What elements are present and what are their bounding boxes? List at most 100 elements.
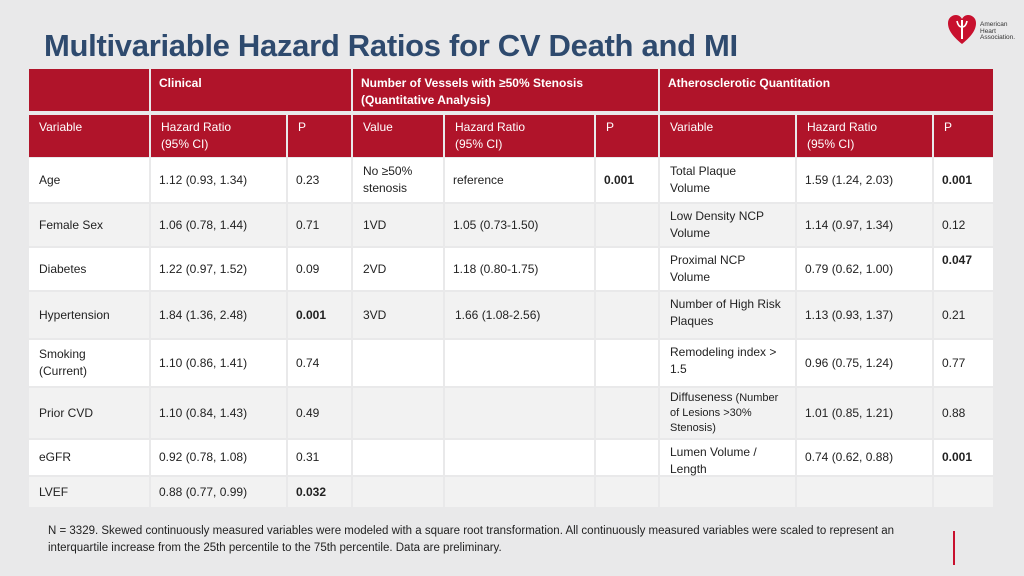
athero-p: 0.88 — [934, 388, 993, 438]
cell-text: 0.31 — [296, 450, 320, 464]
cell-text: Stenosis) — [670, 422, 716, 434]
cell-text: Length — [670, 462, 707, 476]
clinical-hr: 0.92 (0.78, 1.08) — [151, 440, 286, 475]
empty-cell — [445, 388, 594, 438]
athero-hr: 1.14 (0.97, 1.34) — [797, 204, 932, 246]
col-label: P — [298, 120, 307, 134]
col-header-p: P — [288, 115, 351, 157]
clinical-hr: 1.12 (0.93, 1.34) — [151, 158, 286, 202]
cell-text: 0.21 — [942, 307, 966, 322]
logo-line: Heart — [980, 27, 996, 35]
footnote-line: interquartile increase from the 25th per… — [48, 542, 502, 554]
cell-text: 0.001 — [942, 172, 973, 187]
empty-cell — [596, 388, 658, 438]
clinical-variable: Age — [29, 158, 149, 202]
athero-hr: 0.96 (0.75, 1.24) — [797, 340, 932, 386]
cell-text: 0.96 (0.75, 1.24) — [805, 355, 894, 370]
empty-cell — [353, 440, 443, 475]
col-label: Hazard Ratio — [807, 120, 878, 134]
col-label: (95% CI) — [455, 137, 503, 151]
clinical-variable: Diabetes — [29, 248, 149, 290]
cell-text: 0.047 — [942, 253, 973, 267]
cell-text: Lumen Volume / — [670, 445, 757, 459]
cell-text: 0.001 — [296, 307, 327, 322]
clinical-variable: Prior CVD — [29, 388, 149, 438]
cell-text: Smoking — [39, 347, 86, 361]
vessel-p — [596, 248, 658, 290]
logo-text: American Heart Association. — [980, 21, 1015, 42]
group-label: Number of Vessels with ≥50% Stenosis — [361, 76, 583, 90]
cell-text: Volume — [670, 270, 711, 284]
col-header-p: P — [596, 115, 658, 157]
cell-text: 0.92 (0.78, 1.08) — [159, 450, 248, 464]
cell-text: of Lesions >30% — [670, 407, 752, 419]
cell-text: Low Density NCP — [670, 209, 765, 223]
clinical-variable: LVEF — [29, 477, 149, 507]
col-header-variable: Variable — [29, 115, 149, 157]
cell-text: 1.59 (1.24, 2.03) — [805, 172, 894, 187]
group-label: Atherosclerotic Quantitation — [668, 76, 831, 90]
col-header-hr: Hazard Ratio (95% CI) — [151, 115, 286, 157]
clinical-p: 0.49 — [288, 388, 351, 438]
cell-text: 1.10 (0.84, 1.43) — [159, 405, 248, 420]
col-label: (95% CI) — [807, 137, 855, 151]
vessel-hr: 1.18 (0.80-1.75) — [445, 248, 594, 290]
athero-p: 0.77 — [934, 340, 993, 386]
group-header-athero: Atherosclerotic Quantitation — [660, 69, 993, 111]
cell-text: reference — [453, 172, 504, 187]
cell-text: 1.5 — [670, 362, 687, 376]
col-label: P — [944, 120, 953, 134]
athero-variable: Proximal NCP Volume — [660, 248, 795, 290]
cell-text: Remodeling index > — [670, 345, 777, 359]
cell-text: 1.05 (0.73-1.50) — [453, 217, 539, 232]
clinical-hr: 1.10 (0.86, 1.41) — [151, 340, 286, 386]
cell-text: 0.74 (0.62, 0.88) — [805, 450, 894, 464]
empty-cell — [353, 340, 443, 386]
athero-variable: Lumen Volume / Length — [660, 440, 795, 476]
empty-cell — [797, 477, 932, 507]
cell-text: Prior CVD — [39, 405, 94, 420]
cell-text: LVEF — [39, 484, 69, 499]
cell-text: (Current) — [39, 364, 88, 378]
cell-text: Plaques — [670, 314, 714, 328]
athero-p: 0.047 — [934, 248, 993, 290]
cell-text: stenosis — [363, 181, 408, 195]
cell-text: Diffuseness — [670, 390, 733, 404]
athero-variable: Diffuseness (Number of Lesions >30% Stenos… — [660, 388, 795, 438]
athero-p: 0.001 — [934, 158, 993, 202]
aha-logo: American Heart Association. — [947, 12, 1017, 46]
footnote: N = 3329. Skewed continuously measured v… — [48, 523, 978, 557]
cell-text: 1.84 (1.36, 2.48) — [159, 307, 248, 322]
cell-text: 0.88 (0.77, 0.99) — [159, 484, 248, 499]
cell-text: 0.032 — [296, 484, 327, 499]
clinical-p: 0.71 — [288, 204, 351, 246]
clinical-hr: 1.84 (1.36, 2.48) — [151, 292, 286, 338]
cell-text: 0.49 — [296, 405, 320, 420]
cell-text: Number of High Risk — [670, 297, 781, 311]
cell-text: 1.14 (0.97, 1.34) — [805, 217, 894, 232]
clinical-variable: Smoking (Current) — [29, 340, 149, 386]
empty-cell — [596, 440, 658, 475]
cell-text: Age — [39, 172, 61, 187]
col-label: Variable — [39, 120, 83, 134]
empty-cell — [596, 340, 658, 386]
athero-variable: Low Density NCP Volume — [660, 204, 795, 246]
col-header-p: P — [934, 115, 993, 157]
vessel-p — [596, 292, 658, 338]
vessel-hr: 1.05 (0.73-1.50) — [445, 204, 594, 246]
cell-text: 0.09 — [296, 261, 320, 276]
col-label: Hazard Ratio — [161, 120, 232, 134]
clinical-variable: Hypertension — [29, 292, 149, 338]
cell-text: 1.10 (0.86, 1.41) — [159, 355, 248, 370]
cell-text: 1.66 (1.08-2.56) — [455, 307, 541, 322]
cell-text: 0.77 — [942, 355, 966, 370]
clinical-hr: 0.88 (0.77, 0.99) — [151, 477, 286, 507]
cell-text: 1.12 (0.93, 1.34) — [159, 172, 248, 187]
empty-cell — [445, 440, 594, 475]
col-label: Hazard Ratio — [455, 120, 526, 134]
cell-text: 2VD — [363, 261, 387, 276]
cell-text: Hypertension — [39, 307, 110, 322]
cell-text: 3VD — [363, 307, 387, 322]
group-header-clinical: Clinical — [151, 69, 351, 111]
clinical-p: 0.09 — [288, 248, 351, 290]
